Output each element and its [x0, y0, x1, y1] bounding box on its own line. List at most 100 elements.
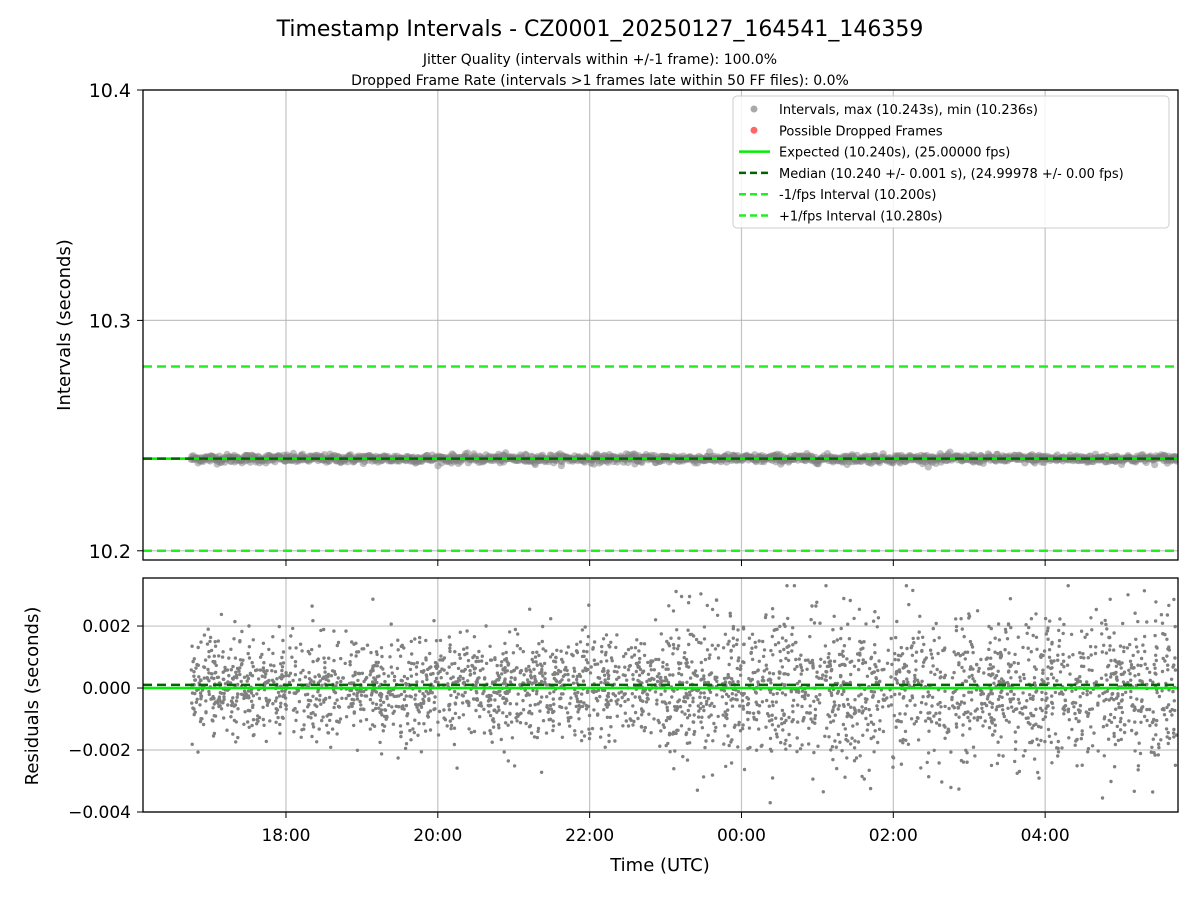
residual-point [408, 728, 412, 733]
residual-point [997, 679, 1001, 684]
residual-point [687, 727, 691, 731]
residual-point [835, 766, 839, 771]
residual-point [355, 650, 359, 654]
residual-point [516, 692, 520, 696]
residual-point [812, 699, 816, 703]
residual-point [405, 676, 410, 681]
residual-point [639, 641, 643, 646]
residual-point [1088, 707, 1092, 712]
residual-point [348, 660, 352, 664]
residual-point [786, 658, 791, 663]
residual-point [787, 732, 791, 737]
residual-point [996, 669, 1000, 673]
residual-point [238, 658, 243, 662]
residual-point [541, 719, 546, 723]
residual-point [620, 695, 624, 700]
residual-point [791, 626, 795, 630]
residual-point [639, 698, 643, 702]
residual-point [840, 692, 844, 697]
residual-point [999, 690, 1003, 695]
residual-point [967, 675, 971, 679]
residual-point [1145, 666, 1149, 671]
residual-point [692, 713, 696, 717]
residual-point [747, 636, 752, 640]
residual-point [1109, 696, 1114, 700]
residual-point [735, 638, 739, 642]
residual-point [626, 647, 631, 652]
residual-point [1063, 698, 1067, 702]
residual-point [872, 690, 877, 694]
residual-point [704, 702, 709, 706]
residual-point [1023, 749, 1027, 753]
residual-point [350, 640, 354, 644]
residual-point [1113, 671, 1118, 675]
residual-point [490, 740, 494, 744]
residual-point [675, 728, 679, 732]
residual-point [292, 730, 296, 734]
residual-point [739, 664, 743, 668]
residual-point [547, 718, 551, 722]
residual-point [667, 701, 672, 705]
residual-point [639, 707, 644, 711]
residual-point [736, 628, 740, 632]
residual-point [432, 700, 436, 705]
residual-point [271, 702, 275, 706]
residual-point [685, 716, 690, 720]
residual-point [335, 732, 339, 736]
residual-point [657, 672, 661, 676]
residual-point [343, 661, 347, 666]
residual-point [531, 650, 535, 655]
residual-point [869, 736, 873, 741]
residual-point [891, 755, 895, 759]
residual-point [1130, 728, 1134, 733]
residual-point [1133, 611, 1137, 615]
residual-point [621, 673, 625, 677]
residual-point [291, 626, 295, 631]
residual-point [344, 629, 348, 633]
residual-point [267, 698, 272, 702]
residual-point [215, 675, 220, 680]
residual-point [311, 659, 315, 664]
residual-point [1112, 734, 1116, 739]
residual-point [878, 719, 882, 723]
residual-point [466, 679, 470, 683]
residual-point [274, 711, 278, 715]
residual-point [192, 707, 196, 711]
residual-point [1074, 716, 1078, 721]
residual-point [1109, 720, 1114, 724]
residual-point [381, 700, 386, 704]
residual-point [203, 658, 208, 662]
residual-point [229, 668, 233, 672]
residual-point [586, 634, 591, 639]
residual-point [207, 692, 211, 697]
residual-point [1078, 709, 1082, 713]
residual-point [963, 679, 968, 683]
residual-point [693, 669, 698, 673]
residual-point [697, 640, 701, 645]
residual-point [836, 689, 841, 694]
residual-point [886, 704, 891, 708]
residual-point [1086, 750, 1090, 754]
residual-point [544, 731, 549, 735]
residual-point [1155, 718, 1159, 723]
residual-point [646, 660, 650, 665]
residual-point [263, 675, 267, 679]
residual-point [503, 641, 507, 646]
residual-point [1127, 719, 1131, 723]
residual-point [701, 704, 705, 709]
residual-point [378, 740, 382, 745]
residual-point [479, 701, 483, 705]
residual-point [493, 698, 497, 702]
residual-point [613, 739, 617, 743]
residual-point [953, 689, 957, 693]
residual-point [756, 668, 760, 672]
residual-point [198, 691, 203, 695]
residual-point [382, 724, 387, 728]
residual-point [1016, 725, 1020, 729]
residual-point [588, 671, 593, 675]
residual-point [987, 667, 991, 671]
residual-point [236, 692, 240, 696]
residual-point [1100, 796, 1105, 800]
residual-point [450, 662, 454, 666]
residual-point [1121, 621, 1125, 626]
